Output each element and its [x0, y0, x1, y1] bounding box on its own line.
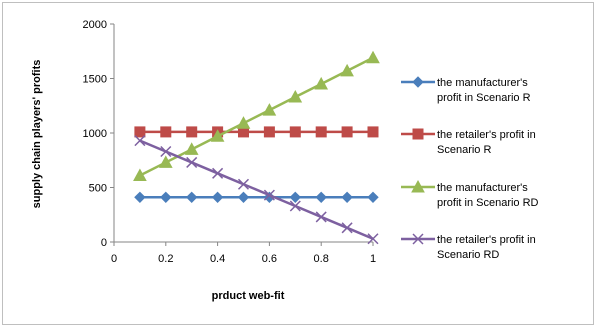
data-point-stroke-b: [237, 178, 250, 190]
y-tick-label: 0: [101, 237, 107, 249]
legend-label: Scenario RD: [437, 249, 499, 261]
data-point: [341, 126, 353, 138]
series-line: [139, 56, 374, 177]
data-point: [134, 135, 146, 147]
plot-area: [133, 50, 380, 245]
data-point-stroke-b: [263, 189, 275, 201]
chart-frame: 0 500 1000 1500 2000 0 0.2 0.4 0.6 0.8 1 supply ch…: [2, 2, 594, 325]
legend-label: the retailer's profit in: [437, 129, 536, 141]
series-line: [139, 139, 374, 240]
data-point: [289, 126, 301, 138]
data-point: [367, 191, 379, 204]
data-point: [340, 63, 354, 77]
x-tick-label: 0.4: [210, 253, 225, 265]
data-point: [237, 178, 250, 190]
data-point-stroke-b: [315, 211, 327, 223]
data-point: [158, 155, 173, 168]
data-point: [315, 191, 327, 204]
y-tick-label: 1500: [83, 74, 107, 86]
data-point-stroke-b: [212, 167, 224, 179]
data-point-stroke-b: [134, 135, 146, 147]
data-point: [185, 191, 198, 204]
data-point: [367, 233, 379, 245]
data-point-stroke-b: [289, 200, 301, 212]
data-point: [237, 191, 250, 204]
data-point-stroke-b: [160, 145, 172, 158]
series-1: [134, 191, 379, 204]
data-point: [212, 167, 224, 179]
data-point-stroke-b: [341, 222, 353, 234]
series-4: [134, 135, 379, 245]
data-point: [134, 191, 146, 204]
data-point: [289, 200, 301, 212]
legend-marker: [411, 179, 425, 193]
y-tick-label: 2000: [83, 19, 107, 31]
data-point: [210, 129, 225, 142]
legend-label: the manufacturer's: [437, 182, 528, 194]
data-point: [315, 211, 327, 223]
data-point: [314, 76, 329, 90]
data-point: [186, 156, 198, 168]
legend-item-2: the retailer's profit in Scenario R: [401, 128, 536, 156]
x-tick-label: 1: [370, 253, 376, 265]
data-point: [262, 103, 277, 116]
data-point: [367, 126, 379, 138]
legend-item-4: the retailer's profit in Scenario RD: [401, 233, 536, 261]
x-tick-label: 0.6: [262, 253, 277, 265]
data-point-stroke-b: [367, 233, 379, 245]
data-point: [341, 191, 353, 204]
y-tick-label: 1000: [83, 128, 107, 140]
tick-labels: 0 500 1000 1500 2000 0 0.2 0.4 0.6 0.8 1: [83, 19, 377, 265]
y-tick-label: 500: [89, 183, 107, 195]
data-point: [160, 191, 172, 204]
x-tick-label: 0: [111, 253, 117, 265]
x-tick-label: 0.2: [158, 253, 173, 265]
data-point: [160, 145, 172, 158]
legend-marker: [412, 76, 424, 88]
legend-label: the retailer's profit in: [437, 234, 536, 246]
data-point: [134, 126, 146, 138]
legend-label: profit in Scenario RD: [437, 197, 539, 209]
data-point: [236, 116, 251, 129]
legend-item-3: the manufacturer's profit in Scenario RD: [401, 179, 539, 209]
legend-marker-stroke-b: [412, 233, 424, 245]
data-point: [133, 168, 147, 182]
data-point: [289, 191, 302, 204]
series-2: [134, 126, 379, 138]
data-point: [263, 126, 275, 138]
series-3: [133, 50, 380, 182]
data-point: [263, 189, 275, 201]
data-point: [186, 126, 198, 138]
data-point: [341, 222, 353, 234]
data-point: [288, 89, 303, 103]
x-axis-label: prduct web-fit: [212, 290, 285, 302]
legend-marker: [412, 233, 424, 245]
data-point: [366, 50, 380, 64]
data-point: [184, 142, 199, 155]
legend-label: the manufacturer's: [437, 77, 528, 89]
data-point-stroke-b: [186, 156, 198, 168]
data-point: [211, 191, 224, 204]
data-point: [160, 126, 172, 138]
axes: [110, 23, 374, 246]
data-point: [315, 126, 327, 138]
legend-item-1: the manufacturer's profit in Scenario R: [401, 76, 531, 104]
y-axis-label: supply chain players' profits: [31, 60, 43, 209]
legend-marker: [412, 128, 424, 140]
legend-label: profit in Scenario R: [437, 92, 531, 104]
x-tick-label: 0.8: [314, 253, 329, 265]
legend-label: Scenario R: [437, 144, 491, 156]
line-chart: 0 500 1000 1500 2000 0 0.2 0.4 0.6 0.8 1 supply ch…: [31, 19, 539, 302]
